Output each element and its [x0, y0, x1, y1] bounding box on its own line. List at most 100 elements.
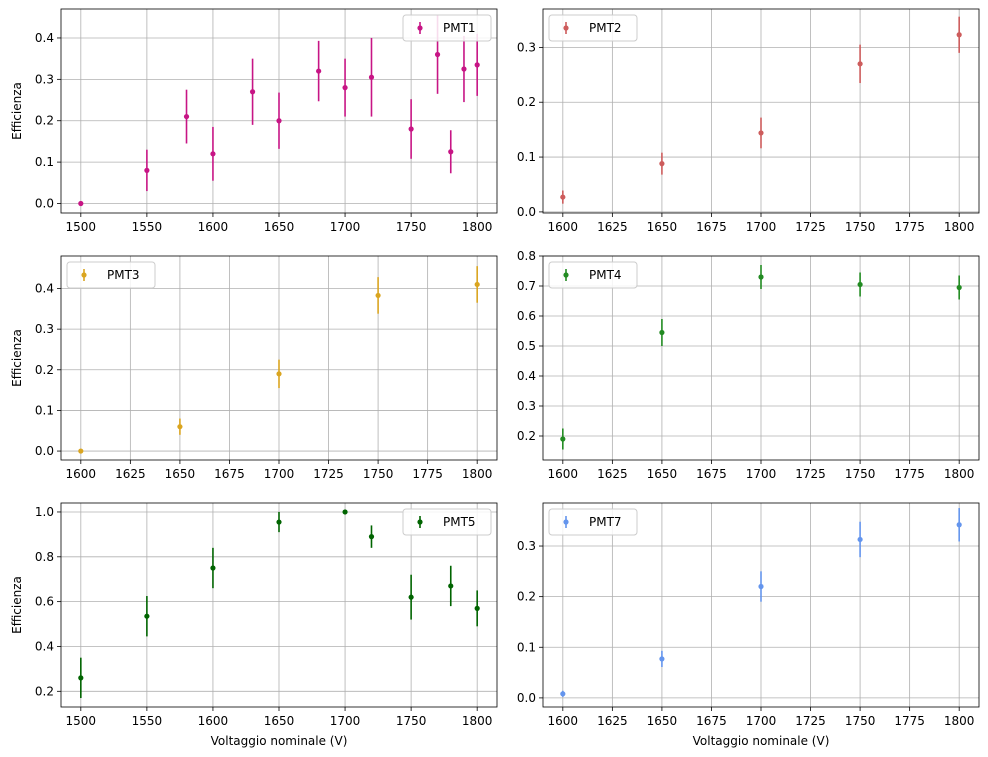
y-tick-label: 0.0 [517, 205, 536, 219]
y-tick-label: 0.0 [517, 691, 536, 705]
data-point [276, 371, 282, 377]
data-point [857, 281, 863, 288]
data-point [375, 292, 381, 299]
x-tick-label: 1750 [396, 220, 427, 234]
data-point [368, 74, 375, 80]
x-tick-label: 1600 [66, 467, 97, 481]
data-point [177, 424, 183, 430]
legend-marker [563, 25, 569, 31]
y-tick-label: 0.1 [517, 150, 536, 164]
x-tick-label: 1750 [845, 467, 876, 481]
x-tick-label: 1800 [944, 467, 975, 481]
plot-frame [60, 8, 498, 214]
data-point [758, 583, 764, 590]
plot-frame [542, 8, 980, 214]
legend-box [548, 508, 638, 536]
x-tick-label: 1750 [845, 714, 876, 728]
legend-entry: PMT2 [589, 21, 622, 35]
x-tick-label: 1700 [746, 467, 777, 481]
data-point [78, 200, 84, 207]
x-tick-label: 1650 [647, 220, 678, 234]
x-tick-label: 1550 [132, 220, 163, 234]
legend-entry: PMT1 [443, 21, 476, 35]
y-tick-label: 1.0 [35, 505, 54, 519]
x-tick-label: 1650 [647, 467, 678, 481]
y-tick-label: 0.0 [35, 444, 54, 458]
y-tick-label: 0.2 [517, 95, 536, 109]
x-tick-label: 1600 [198, 220, 229, 234]
y-axis-label: Efficienza [10, 576, 24, 634]
data-point [210, 151, 216, 157]
y-tick-label: 0.6 [517, 309, 536, 323]
x-tick-label: 1500 [66, 714, 97, 728]
data-point [144, 167, 150, 173]
y-axis-label: Efficienza [10, 82, 24, 140]
plot-frame [60, 502, 498, 708]
x-tick-label: 1625 [597, 714, 628, 728]
x-tick-label: 1625 [597, 220, 628, 234]
legend-box [548, 14, 638, 42]
data-point [758, 274, 764, 280]
chart-panel-3: 1600 1625 1650 1675 1700 1725 1750 1775 1800 0.0 0… [10, 255, 498, 481]
y-tick-label: 0.5 [517, 339, 536, 353]
y-tick-label: 0.1 [517, 640, 536, 654]
x-tick-label: 1750 [845, 220, 876, 234]
x-tick-label: 1775 [894, 467, 925, 481]
legend-marker [563, 519, 569, 525]
legend-entry: PMT7 [589, 515, 622, 529]
x-tick-label: 1800 [462, 220, 493, 234]
x-tick-label: 1800 [944, 220, 975, 234]
x-tick-label: 1775 [894, 220, 925, 234]
data-point [408, 594, 414, 600]
x-tick-label: 1750 [363, 467, 394, 481]
y-tick-label: 0.8 [35, 550, 54, 564]
data-point [956, 284, 962, 291]
data-point [857, 536, 863, 543]
y-tick-label: 0.2 [35, 363, 54, 377]
data-point [368, 534, 375, 540]
chart-panel-2: 1600 1625 1650 1675 1700 1725 1750 1775 1800 0.0 0… [517, 8, 980, 234]
y-tick-label: 0.3 [517, 40, 536, 54]
x-tick-label: 1650 [264, 220, 295, 234]
x-tick-label: 1700 [746, 714, 777, 728]
x-tick-label: 1800 [944, 714, 975, 728]
x-tick-label: 1550 [132, 714, 163, 728]
data-point [560, 436, 566, 442]
x-tick-label: 1650 [647, 714, 678, 728]
legend-entry: PMT4 [589, 268, 622, 282]
x-tick-label: 1725 [313, 467, 344, 481]
chart-panel-6: 1600 1625 1650 1675 1700 1725 1750 1775 1800 0.0 0… [517, 502, 980, 748]
x-tick-label: 1700 [746, 220, 777, 234]
x-tick-label: 1700 [330, 714, 361, 728]
y-tick-label: 0.1 [35, 155, 54, 169]
x-axis-label: Voltaggio nominale (V) [211, 734, 348, 748]
chart-panel-1: 1500 1550 1600 1650 1700 1750 1800 0.0 0.1 0.2 0.3… [10, 8, 498, 234]
plot-frame [542, 502, 980, 708]
y-tick-label: 0.4 [517, 369, 536, 383]
y-tick-label: 0.2 [517, 590, 536, 604]
plot-frame [60, 255, 498, 461]
y-tick-label: 0.4 [35, 282, 54, 296]
y-tick-label: 0.7 [517, 279, 536, 293]
data-point [956, 522, 962, 528]
data-point [560, 691, 566, 697]
x-tick-label: 1725 [795, 220, 826, 234]
data-point [448, 149, 454, 155]
data-point [183, 113, 190, 120]
y-tick-label: 0.6 [35, 595, 54, 609]
x-tick-label: 1800 [462, 467, 493, 481]
data-point [78, 448, 84, 454]
legend-marker [417, 25, 423, 31]
y-tick-label: 0.2 [35, 114, 54, 128]
y-tick-label: 0.3 [517, 399, 536, 413]
x-axis-label: Voltaggio nominale (V) [693, 734, 830, 748]
y-tick-label: 0.2 [517, 429, 536, 443]
y-tick-label: 0.3 [35, 322, 54, 336]
data-point [659, 329, 665, 336]
x-tick-label: 1625 [597, 467, 628, 481]
x-tick-label: 1600 [548, 220, 579, 234]
data-point [144, 613, 150, 619]
legend-box [548, 261, 638, 289]
data-point [758, 130, 764, 136]
legend-entry: PMT3 [107, 268, 140, 282]
